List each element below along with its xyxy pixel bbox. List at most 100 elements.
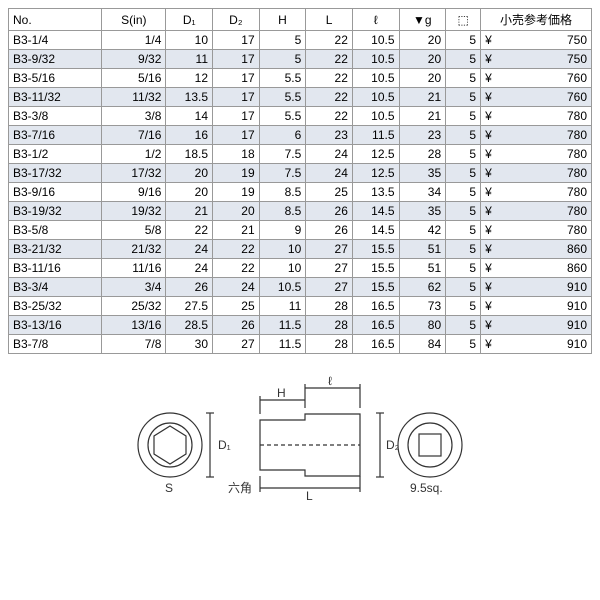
label-h: H (277, 386, 286, 400)
col-header: ⬚ (446, 9, 481, 31)
table-row: B3-11/3211/3213.5175.52210.5215¥760 (9, 88, 592, 107)
cell: 11.5 (259, 316, 306, 335)
cell: 5 (446, 202, 481, 221)
cell: 17 (213, 88, 260, 107)
cell: 13.5 (352, 183, 399, 202)
cell: ¥780 (481, 221, 592, 240)
cell: B3-7/16 (9, 126, 102, 145)
cell: 3/4 (102, 278, 166, 297)
cell: 5 (446, 107, 481, 126)
cell: 5 (446, 88, 481, 107)
cell: 23 (306, 126, 353, 145)
cell: 26 (306, 221, 353, 240)
cell: 80 (399, 316, 446, 335)
table-row: B3-5/165/1612175.52210.5205¥760 (9, 69, 592, 88)
cell: 26 (306, 202, 353, 221)
cell: 35 (399, 164, 446, 183)
col-header: D₁ (166, 9, 213, 31)
cell: 19/32 (102, 202, 166, 221)
cell: 14.5 (352, 221, 399, 240)
table-row: B3-3/83/814175.52210.5215¥780 (9, 107, 592, 126)
socket-diagram: D₁ D₂ S H ℓ L 六角 9.5sq. (8, 360, 592, 503)
cell: 5 (446, 316, 481, 335)
cell: 15.5 (352, 240, 399, 259)
cell: 27 (306, 240, 353, 259)
cell: 5 (446, 50, 481, 69)
cell: 9/16 (102, 183, 166, 202)
cell: 14.5 (352, 202, 399, 221)
cell: 17 (213, 50, 260, 69)
cell: 20 (166, 183, 213, 202)
cell: 25 (306, 183, 353, 202)
cell: 22 (306, 107, 353, 126)
cell: 20 (399, 31, 446, 50)
cell: 7.5 (259, 164, 306, 183)
cell: 23 (399, 126, 446, 145)
cell: B3-1/4 (9, 31, 102, 50)
cell: 10.5 (352, 50, 399, 69)
col-header: ℓ (352, 9, 399, 31)
cell: 19 (213, 183, 260, 202)
cell: 17/32 (102, 164, 166, 183)
col-header: No. (9, 9, 102, 31)
cell: 5/16 (102, 69, 166, 88)
cell: B3-7/8 (9, 335, 102, 354)
cell: 20 (399, 69, 446, 88)
cell: 22 (306, 69, 353, 88)
cell: B3-11/16 (9, 259, 102, 278)
cell: B3-3/4 (9, 278, 102, 297)
cell: ¥780 (481, 183, 592, 202)
label-s: S (165, 481, 173, 495)
label-l-big: L (306, 489, 313, 500)
cell: B3-17/32 (9, 164, 102, 183)
label-d1: D₁ (218, 438, 231, 452)
cell: 5 (446, 278, 481, 297)
cell: 62 (399, 278, 446, 297)
table-row: B3-7/87/8302711.52816.5845¥910 (9, 335, 592, 354)
label-l-small: ℓ (328, 374, 332, 388)
cell: ¥910 (481, 335, 592, 354)
cell: 5 (259, 50, 306, 69)
cell: ¥780 (481, 202, 592, 221)
cell: 5/8 (102, 221, 166, 240)
cell: 15.5 (352, 259, 399, 278)
cell: 20 (399, 50, 446, 69)
cell: 1/4 (102, 31, 166, 50)
table-row: B3-7/167/16161762311.5235¥780 (9, 126, 592, 145)
cell: 10.5 (352, 31, 399, 50)
cell: ¥760 (481, 69, 592, 88)
cell: 22 (213, 240, 260, 259)
cell: 34 (399, 183, 446, 202)
cell: 5 (446, 259, 481, 278)
table-row: B3-13/1613/1628.52611.52816.5805¥910 (9, 316, 592, 335)
cell: ¥910 (481, 316, 592, 335)
table-row: B3-11/1611/162422102715.5515¥860 (9, 259, 592, 278)
cell: B3-9/16 (9, 183, 102, 202)
cell: 5 (446, 221, 481, 240)
cell: 5.5 (259, 88, 306, 107)
cell: 5 (446, 297, 481, 316)
cell: 25/32 (102, 297, 166, 316)
table-row: B3-1/41/4101752210.5205¥750 (9, 31, 592, 50)
cell: 10.5 (259, 278, 306, 297)
cell: 17 (213, 31, 260, 50)
col-header: L (306, 9, 353, 31)
cell: 24 (166, 240, 213, 259)
cell: 10 (259, 259, 306, 278)
cell: 3/8 (102, 107, 166, 126)
cell: 12.5 (352, 145, 399, 164)
cell: ¥780 (481, 126, 592, 145)
cell: 26 (213, 316, 260, 335)
cell: 15.5 (352, 278, 399, 297)
cell: 22 (306, 88, 353, 107)
col-header: S(in) (102, 9, 166, 31)
cell: 28 (306, 316, 353, 335)
cell: 18 (213, 145, 260, 164)
cell: B3-3/8 (9, 107, 102, 126)
cell: 28 (306, 335, 353, 354)
cell: B3-9/32 (9, 50, 102, 69)
cell: 11 (166, 50, 213, 69)
cell: 13.5 (166, 88, 213, 107)
table-row: B3-25/3225/3227.525112816.5735¥910 (9, 297, 592, 316)
table-row: B3-21/3221/322422102715.5515¥860 (9, 240, 592, 259)
